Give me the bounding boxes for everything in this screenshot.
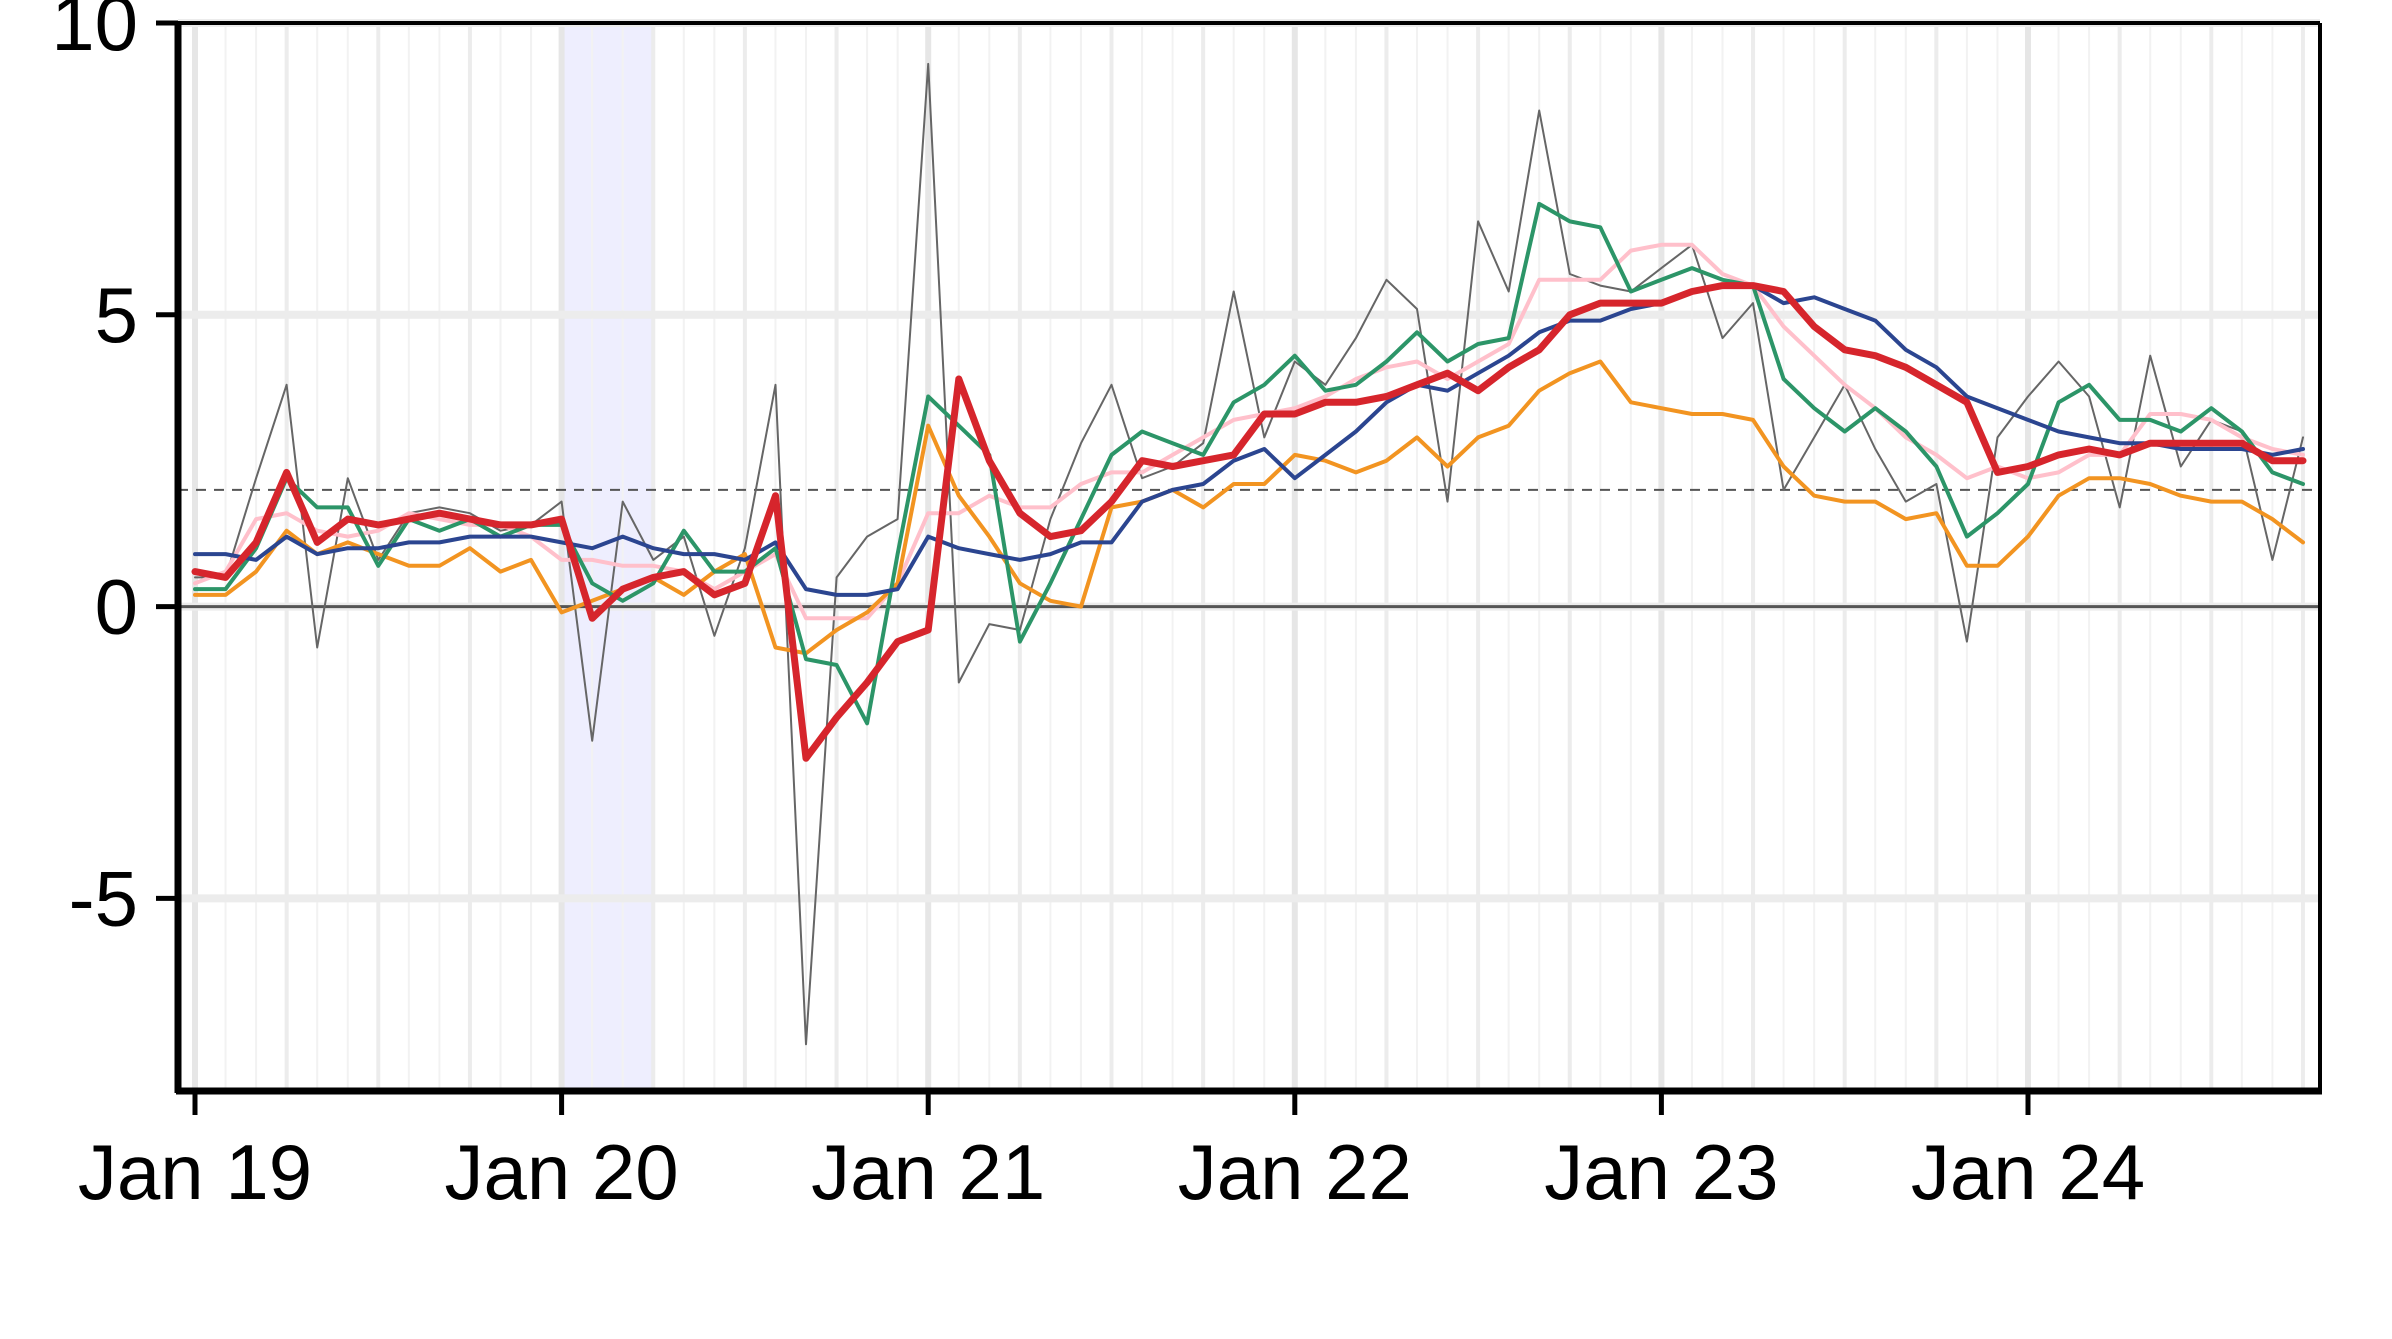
y-tick-label: 10: [51, 0, 138, 67]
x-tick-label: Jan 22: [1178, 1128, 1412, 1216]
plot-background: [178, 23, 2320, 1091]
x-tick-label: Jan 19: [78, 1128, 312, 1216]
x-tick-label: Jan 24: [1911, 1128, 2145, 1216]
x-axis-ticks: Jan 19 Jan 20 Jan 21 Jan 22 Jan 23 Jan 24: [78, 1091, 2145, 1216]
x-tick-label: Jan 23: [1544, 1128, 1778, 1216]
series-line-6: [191, 282, 2307, 762]
series-lines: [191, 62, 2307, 1046]
y-tick-label: 0: [95, 563, 138, 651]
reference-lines: [178, 488, 2320, 609]
series-line-1: [194, 62, 2304, 1046]
x-tick-label: Jan 20: [444, 1128, 678, 1216]
series-line-5: [193, 283, 2305, 597]
axes: [174, 21, 2322, 1095]
series-line-3: [193, 359, 2305, 656]
y-tick-label: 5: [95, 271, 138, 359]
y-axis-ticks: 10 5 0 -5: [51, 0, 178, 942]
series-line-2: [193, 242, 2305, 621]
y-tick-label: -5: [69, 854, 138, 942]
plot-area: [178, 23, 2320, 1091]
x-tick-label: Jan 21: [811, 1128, 1045, 1216]
grid: [178, 19, 2320, 1091]
